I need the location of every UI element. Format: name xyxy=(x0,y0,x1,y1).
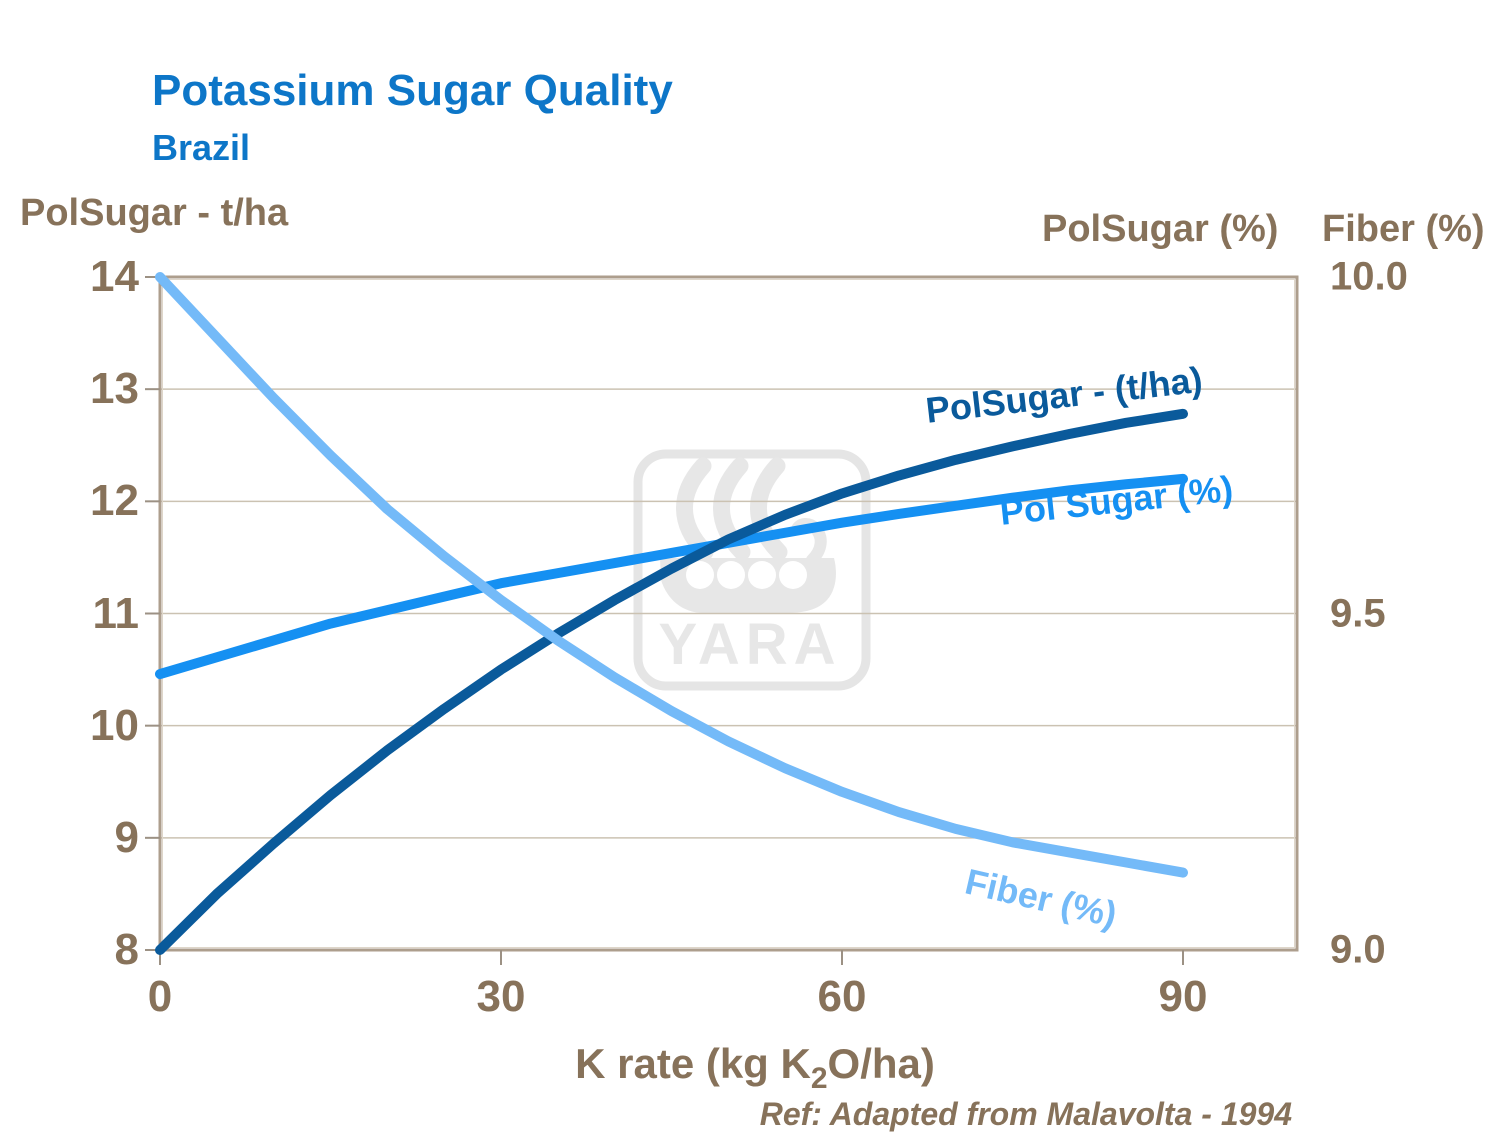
page-title: Potassium Sugar Quality xyxy=(152,66,673,115)
left-axis-tick-label: 9 xyxy=(114,812,139,862)
x-axis-tick-label: 90 xyxy=(1158,972,1208,1021)
curve-fiber-%- xyxy=(155,272,1188,878)
right-axis-tick-label: 9.0 xyxy=(1330,927,1386,972)
reference-note: Ref: Adapted from Malavolta - 1994 xyxy=(759,1096,1292,1132)
plot-border-inner xyxy=(162,279,1295,948)
page-subtitle: Brazil xyxy=(152,127,251,168)
x-axis-title-suffix: O/ha) xyxy=(827,1040,935,1087)
watermark-text: YARA xyxy=(658,612,841,677)
left-axis-tick-label: 11 xyxy=(92,588,139,638)
left-axis-tick-label: 10 xyxy=(90,700,139,750)
x-axis-tick-label: 60 xyxy=(817,972,867,1021)
x-axis-title-subscript: 2 xyxy=(810,1062,828,1095)
curve-pol-sugar-%- xyxy=(155,473,1188,680)
right-axis-tick-label: 9.5 xyxy=(1330,591,1386,635)
left-axis-tick-label: 13 xyxy=(90,364,139,414)
x-axis-title: K rate (kg K2O/ha) xyxy=(575,1040,935,1096)
right-axis-tick-label: 10.0 xyxy=(1330,254,1408,299)
left-axis-tick-label: 12 xyxy=(90,476,139,526)
left-axis-title: PolSugar - t/ha xyxy=(20,192,289,234)
right-axis-title-fiber: Fiber (%) xyxy=(1322,208,1485,250)
left-axis-tick-label: 14 xyxy=(90,252,139,301)
x-axis-tick-label: 0 xyxy=(147,972,173,1021)
left-axis-tick-label: 8 xyxy=(114,925,139,974)
x-axis-tick-label: 30 xyxy=(476,972,526,1021)
curve-polsugar-t-ha- xyxy=(155,408,1188,955)
yara-watermark-logo: YARA xyxy=(633,449,871,691)
right-axis-title-polsugar: PolSugar (%) xyxy=(1042,208,1279,250)
x-axis-title-prefix: K rate (kg K xyxy=(575,1040,811,1087)
